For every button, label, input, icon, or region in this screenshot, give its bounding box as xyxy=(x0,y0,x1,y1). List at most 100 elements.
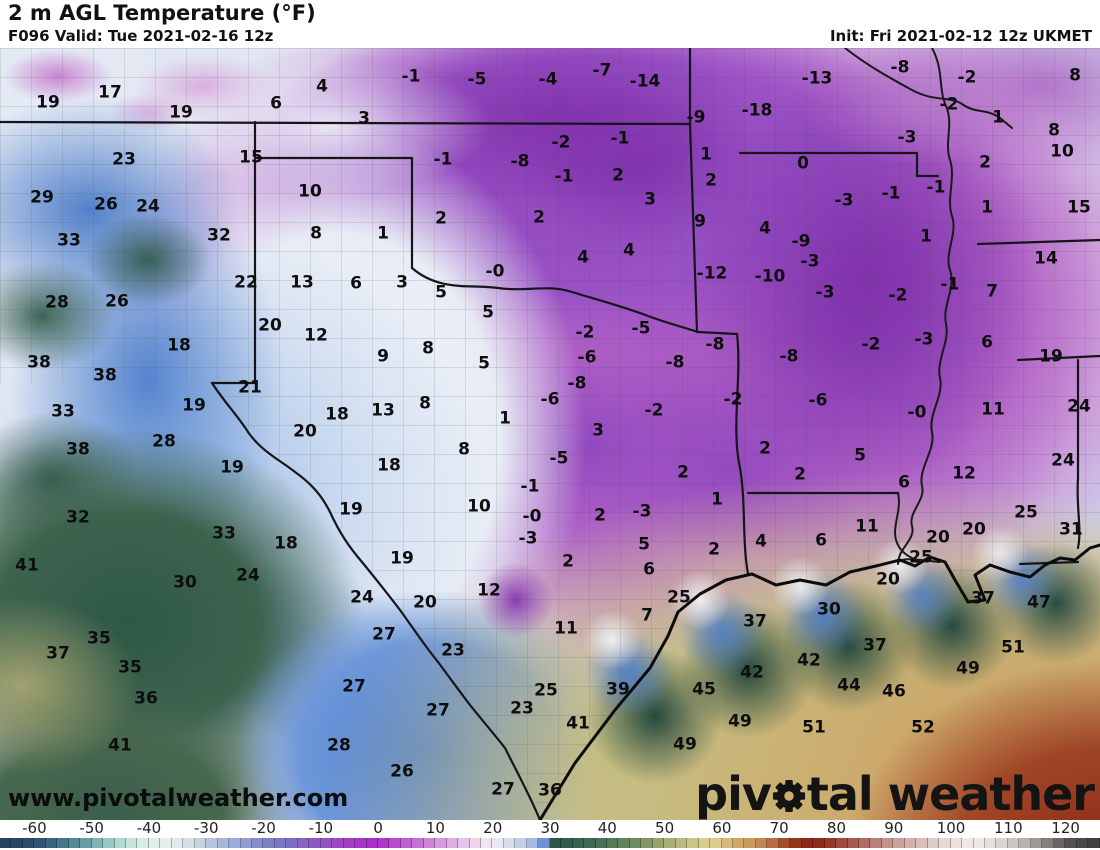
colorbar-cell xyxy=(641,838,653,848)
colorbar-cell xyxy=(652,838,665,848)
colorbar-cell xyxy=(1076,838,1089,848)
colorbar-cell xyxy=(858,838,871,848)
temp-label: -3 xyxy=(815,282,835,303)
colorbar-cell xyxy=(893,838,905,848)
colorbar-cell xyxy=(870,838,882,848)
temp-label: -1 xyxy=(610,128,630,149)
colorbar-cell xyxy=(1053,838,1066,848)
temp-label: -18 xyxy=(741,100,773,121)
temp-label: 36 xyxy=(538,780,562,801)
temp-label: 27 xyxy=(426,700,450,721)
colorbar-cell xyxy=(733,838,745,848)
pivotal-weather-logo: piv tal weather xyxy=(695,767,1095,820)
colorbar-cell xyxy=(927,838,940,848)
temp-label: 2 xyxy=(533,207,545,228)
temp-label: 11 xyxy=(855,516,879,537)
temp-label: 12 xyxy=(477,580,501,601)
temp-label: 24 xyxy=(136,196,160,217)
river-lines xyxy=(844,48,1013,565)
colorbar-cell xyxy=(263,838,275,848)
temp-label: 5 xyxy=(482,302,494,323)
temp-label: 2 xyxy=(435,208,447,229)
temp-label: 3 xyxy=(592,420,604,441)
temperature-labels: 19 17 19 4 6 3 -1 -5 -4 -7 -14 -9 -13 -8 -2 8 -18 -2 1 8 23 1… xyxy=(0,48,1100,820)
temp-label: 14 xyxy=(1034,248,1058,269)
temp-label: -8 xyxy=(665,352,685,373)
colorbar-cell xyxy=(160,838,172,848)
temp-label: 15 xyxy=(239,147,263,168)
colorbar-cell xyxy=(45,838,58,848)
colorbar-cell xyxy=(492,838,504,848)
temp-label: 19 xyxy=(169,102,193,123)
colorbar-cell xyxy=(22,838,35,848)
colorbar-cell xyxy=(790,838,802,848)
temp-label: 2 xyxy=(594,505,606,526)
temp-label: 42 xyxy=(797,650,821,671)
colorbar-tick: 30 xyxy=(540,819,560,837)
colorbar-cell xyxy=(813,838,825,848)
colorbar-tick: 40 xyxy=(597,819,617,837)
colorbar-tick: 80 xyxy=(826,819,846,837)
colorbar-cell xyxy=(996,838,1008,848)
temp-label: 1 xyxy=(377,223,389,244)
temp-label: -1 xyxy=(401,66,421,87)
temp-label: -0 xyxy=(522,506,542,527)
temperature-map[interactable]: 19 17 19 4 6 3 -1 -5 -4 -7 -14 -9 -13 -8 -2 8 -18 -2 1 8 23 1… xyxy=(0,48,1100,820)
init-time-label: Init: Fri 2021-02-12 12z UKMET xyxy=(829,27,1092,45)
temp-label: 1 xyxy=(992,107,1004,128)
colorbar-cell xyxy=(435,838,447,848)
colorbar-cell xyxy=(366,838,378,848)
temp-label: 37 xyxy=(743,611,767,632)
colorbar-cell xyxy=(836,838,848,848)
temp-label: -10 xyxy=(754,266,786,287)
colorbar-cell xyxy=(377,838,390,848)
colorbar-cell xyxy=(1007,838,1020,848)
colorbar-cell xyxy=(355,838,367,848)
temp-label: 2 xyxy=(705,170,717,191)
temp-label: 11 xyxy=(554,618,578,639)
temp-label: 18 xyxy=(325,404,349,425)
temp-label: 25 xyxy=(534,680,558,701)
temp-label: 45 xyxy=(692,679,716,700)
temp-label: 36 xyxy=(134,688,158,709)
temp-label: -2 xyxy=(957,67,977,88)
colorbar-cell xyxy=(343,838,356,848)
temp-label: -13 xyxy=(801,68,833,89)
temp-label: 20 xyxy=(926,527,950,548)
colorbar-cell xyxy=(80,838,92,848)
temp-label: -6 xyxy=(808,390,828,411)
colorbar-cell xyxy=(446,838,459,848)
temp-label: 49 xyxy=(956,658,980,679)
temp-label: 10 xyxy=(298,181,322,202)
colorbar-cell xyxy=(744,838,756,848)
temp-label: 26 xyxy=(105,291,129,312)
colorbar-tick: 110 xyxy=(994,819,1023,837)
temp-label: -5 xyxy=(467,69,487,90)
colorbar-cell xyxy=(1065,838,1077,848)
temp-label: 2 xyxy=(759,438,771,459)
temp-label: 8 xyxy=(419,393,431,414)
temp-label: 41 xyxy=(15,555,39,576)
temp-label: 4 xyxy=(623,240,635,261)
temp-label: 7 xyxy=(641,605,653,626)
colorbar-cell xyxy=(984,838,997,848)
temp-label: -1 xyxy=(520,476,540,497)
temp-label: 26 xyxy=(390,761,414,782)
temp-label: 8 xyxy=(422,338,434,359)
colorbar-ticks: -60 -50 -40 -30 -20 -10 0 10 20 30 40 50 60 70 80 90 100… xyxy=(0,820,1100,837)
temp-label: -1 xyxy=(881,183,901,204)
colorbar-cell xyxy=(973,838,985,848)
colorbar-cell xyxy=(469,838,482,848)
temp-label: -2 xyxy=(888,285,908,306)
temp-label: 38 xyxy=(27,352,51,373)
colorbar-cell xyxy=(721,838,733,848)
temp-label: -3 xyxy=(800,251,820,272)
temp-label: -2 xyxy=(861,334,881,355)
colorbar-cell xyxy=(309,838,321,848)
colorbar-cell xyxy=(801,838,814,848)
temp-label: 18 xyxy=(274,533,298,554)
temp-label: 47 xyxy=(1027,592,1051,613)
temp-label: 21 xyxy=(238,377,262,398)
gear-icon xyxy=(772,770,806,820)
temp-label: 23 xyxy=(441,640,465,661)
